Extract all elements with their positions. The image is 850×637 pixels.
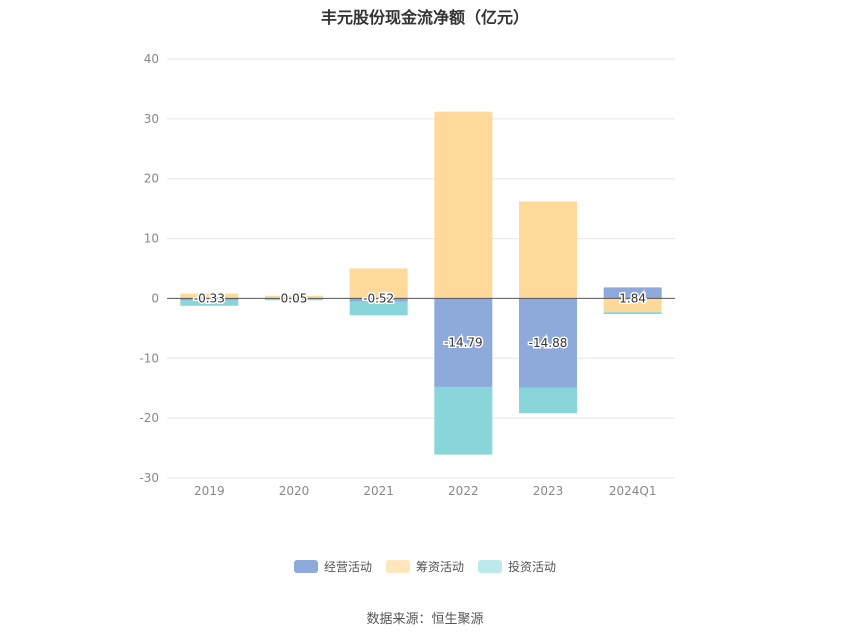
- y-tick-label: -30: [139, 471, 159, 485]
- y-tick-label: 40: [144, 52, 159, 66]
- x-tick-label: 2022: [448, 484, 479, 498]
- bar: [349, 301, 408, 316]
- y-tick-label: 0: [151, 291, 159, 305]
- bar: [349, 298, 408, 302]
- data-label: 1.84: [619, 291, 646, 305]
- legend-label-investing: 投资活动: [508, 560, 557, 574]
- legend-label-financing: 筹资活动: [415, 560, 464, 574]
- chart-legend: 经营活动 筹资活动 投资活动: [0, 558, 850, 575]
- chart-title: 丰元股份现金流净额（亿元）: [320, 8, 529, 27]
- x-tick-label: 2024Q1: [609, 484, 657, 498]
- legend-label-operating: 经营活动: [323, 560, 372, 574]
- bar: [519, 298, 577, 388]
- data-label: -0.52: [363, 291, 394, 305]
- data-label: -14.79: [444, 336, 483, 350]
- bar: [603, 287, 662, 299]
- bar: [434, 111, 493, 299]
- data-label: -0.33: [194, 291, 225, 305]
- bar: [603, 312, 662, 314]
- legend-item-investing[interactable]: 投资活动: [478, 558, 556, 575]
- data-label: 0.05: [281, 291, 308, 305]
- x-tick-label: 2020: [279, 484, 310, 498]
- data-label: -14.88: [529, 336, 568, 350]
- bar: [603, 298, 662, 313]
- legend-swatch-investing: [478, 560, 502, 573]
- y-tick-label: -20: [139, 411, 159, 425]
- bar: [434, 386, 493, 455]
- y-tick-label: -10: [139, 351, 159, 365]
- y-tick-label: 10: [144, 232, 159, 246]
- bar: [180, 300, 239, 306]
- x-tick-label: 2021: [363, 484, 394, 498]
- bar: [265, 298, 323, 301]
- bar: [434, 298, 493, 387]
- legend-swatch-operating: [293, 560, 318, 573]
- legend-swatch-financing: [385, 560, 410, 573]
- x-tick-label: 2019: [194, 484, 225, 498]
- bar: [265, 295, 323, 299]
- bar: [519, 201, 577, 299]
- legend-item-financing[interactable]: 筹资活动: [385, 558, 464, 575]
- data-source: 数据来源：恒生聚源: [366, 612, 484, 627]
- bar: [180, 293, 239, 299]
- x-tick-label: 2023: [533, 484, 564, 498]
- legend-item-operating[interactable]: 经营活动: [293, 558, 372, 575]
- bar: [519, 387, 577, 414]
- bar: [180, 298, 239, 301]
- y-tick-label: 20: [144, 172, 159, 186]
- bar: [349, 268, 408, 299]
- y-tick-label: 30: [144, 112, 159, 126]
